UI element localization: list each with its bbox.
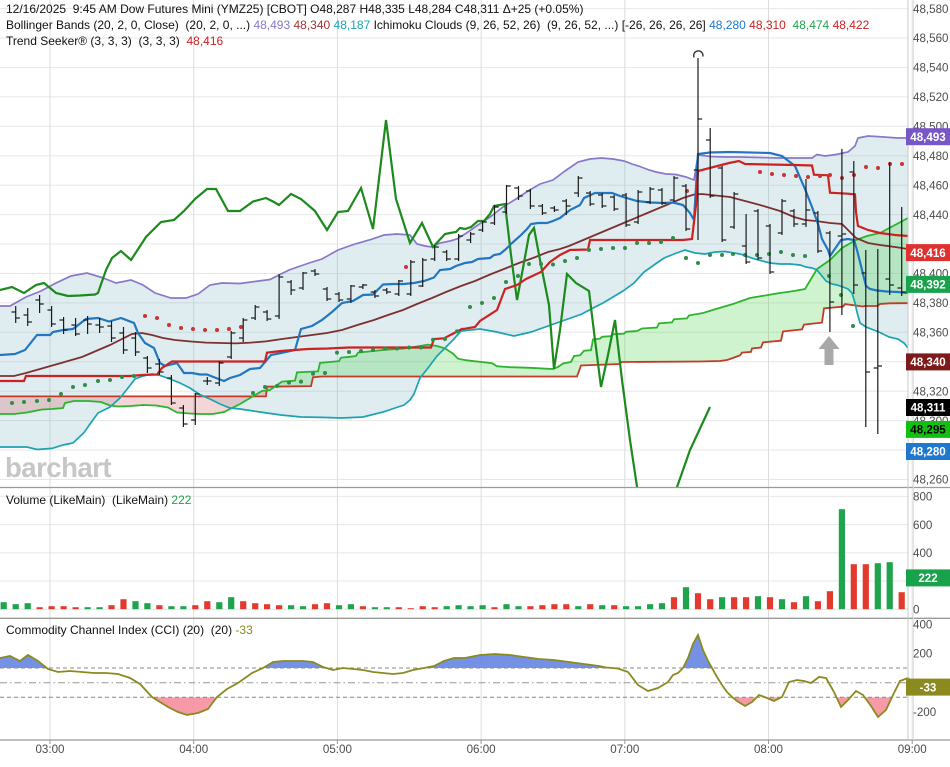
svg-text:48,320: 48,320 <box>913 385 948 398</box>
svg-text:48,580: 48,580 <box>913 3 948 16</box>
svg-text:48,360: 48,360 <box>913 327 948 340</box>
svg-text:Trend Seeker® (3, 3, 3) (3, 3: Trend Seeker® (3, 3, 3) (3, 3, 3) 48,416 <box>6 34 223 48</box>
svg-text:48,460: 48,460 <box>913 179 948 192</box>
svg-text:08:00: 08:00 <box>754 743 783 756</box>
svg-text:48,480: 48,480 <box>913 150 948 163</box>
svg-text:06:00: 06:00 <box>467 743 496 756</box>
svg-text:48,340: 48,340 <box>910 356 945 369</box>
svg-text:48,260: 48,260 <box>913 474 948 487</box>
svg-text:48,392: 48,392 <box>910 279 945 292</box>
svg-text:48,520: 48,520 <box>913 91 948 104</box>
svg-text:600: 600 <box>913 519 932 532</box>
svg-text:03:00: 03:00 <box>35 743 64 756</box>
svg-text:-33: -33 <box>920 681 937 694</box>
svg-text:04:00: 04:00 <box>179 743 208 756</box>
svg-text:05:00: 05:00 <box>323 743 352 756</box>
svg-text:400: 400 <box>913 618 932 631</box>
svg-text:0: 0 <box>913 603 919 616</box>
svg-text:Commodity Channel Index (CCI): Commodity Channel Index (CCI) (20) (20) … <box>6 623 253 637</box>
svg-text:48,380: 48,380 <box>913 297 948 310</box>
svg-text:48,540: 48,540 <box>913 62 948 75</box>
svg-text:222: 222 <box>918 572 937 585</box>
svg-text:09:00: 09:00 <box>898 743 927 756</box>
svg-text:48,311: 48,311 <box>911 402 946 415</box>
svg-text:07:00: 07:00 <box>610 743 639 756</box>
svg-text:48,560: 48,560 <box>913 32 948 45</box>
svg-text:Bollinger Bands (20, 2, 0, Clo: Bollinger Bands (20, 2, 0, Close) (20, 2… <box>6 18 870 32</box>
svg-text:48,493: 48,493 <box>910 131 946 144</box>
svg-text:48,280: 48,280 <box>910 446 945 459</box>
svg-text:Volume (LikeMain) (LikeMain): Volume (LikeMain) (LikeMain) 222 <box>6 493 192 507</box>
svg-text:48,440: 48,440 <box>913 209 948 222</box>
svg-text:800: 800 <box>913 491 932 504</box>
svg-text:barchart: barchart <box>5 452 111 483</box>
svg-text:12/16/2025 9:45 AM Dow Future: 12/16/2025 9:45 AM Dow Futures Mini (YMZ… <box>6 2 583 16</box>
svg-text:48,295: 48,295 <box>910 424 946 437</box>
svg-text:48,416: 48,416 <box>910 247 946 260</box>
svg-text:200: 200 <box>913 648 932 661</box>
svg-text:400: 400 <box>913 547 932 560</box>
svg-text:-200: -200 <box>913 706 936 719</box>
